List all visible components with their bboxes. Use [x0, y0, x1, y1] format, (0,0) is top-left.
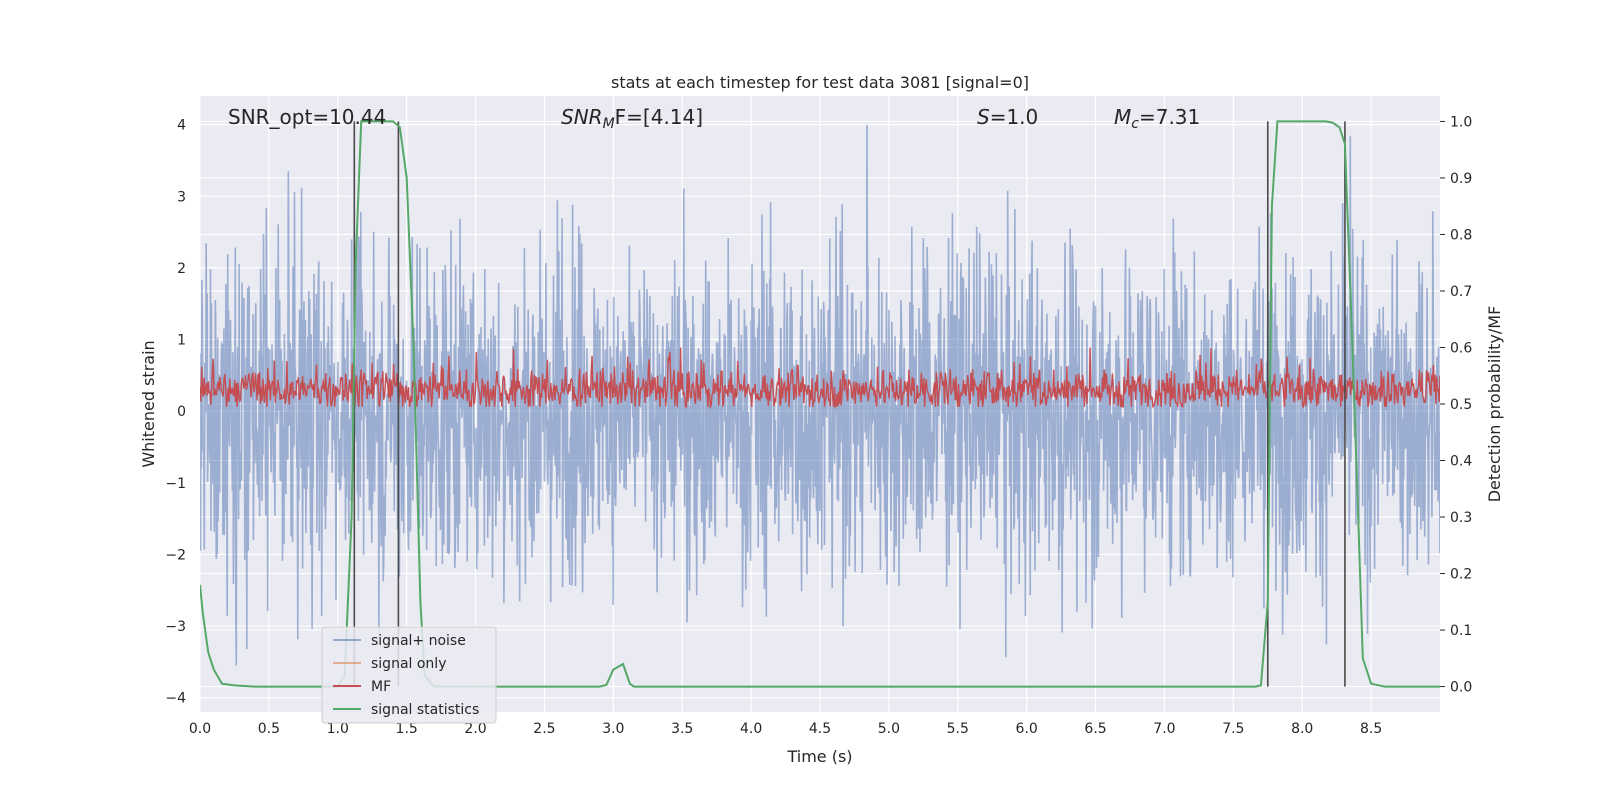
y-tick-label: −1: [165, 476, 186, 492]
y-right-tick-label: 0.2: [1450, 567, 1472, 583]
y-right-tick-label: 1.0: [1450, 114, 1472, 130]
x-tick-label: 3.0: [602, 721, 624, 737]
y-right-tick-label: 0.9: [1450, 171, 1472, 187]
y-axis-right-label: Detection probability/MF: [1485, 306, 1504, 503]
x-tick-label: 4.0: [740, 721, 762, 737]
x-tick-label: 6.0: [1016, 721, 1038, 737]
y-right-tick-label: 0.6: [1450, 340, 1472, 356]
x-tick-label: 7.0: [1153, 721, 1175, 737]
x-tick-label: 0.0: [189, 721, 211, 737]
x-tick-label: 1.0: [327, 721, 349, 737]
y-tick-label: −4: [165, 691, 186, 707]
y-tick-label: 3: [177, 189, 186, 205]
y-right-tick-label: 0.0: [1450, 680, 1472, 696]
annotation-snr-opt: SNR_opt=10.44: [228, 105, 386, 129]
y-right-tick-label: 0.1: [1450, 623, 1472, 639]
y-tick-label: −3: [165, 619, 186, 635]
legend-label-signal-noise: signal+ noise: [371, 633, 466, 649]
x-tick-label: 4.5: [809, 721, 831, 737]
annotation-s: S=1.0: [977, 105, 1038, 129]
legend-box: [321, 626, 497, 724]
y-tick-label: 4: [177, 118, 186, 134]
y-right-tick-label: 0.8: [1450, 227, 1472, 243]
series-mf: [200, 347, 1440, 410]
x-tick-label: 3.5: [671, 721, 693, 737]
legend-label-mf: MF: [371, 679, 391, 695]
x-axis-ticks: 0.0 0.5 1.0 1.5 2.0 2.5 3.0 3.5 4.0 4.5 5.0 5.5 6.0 6…: [189, 721, 1382, 737]
y-right-tick-label: 0.4: [1450, 454, 1472, 470]
x-tick-label: 5.5: [947, 721, 969, 737]
annotation-snr-mf: SNRMF=[4.14]: [561, 105, 703, 132]
y-right-tick-label: 0.5: [1450, 397, 1472, 413]
y-right-tick-label: 0.7: [1450, 284, 1472, 300]
y-axis-ticks: 4 3 2 1 0 −1 −2 −3 −4: [165, 118, 186, 707]
x-tick-label: 0.5: [258, 721, 280, 737]
x-tick-label: 2.5: [533, 721, 555, 737]
y-tick-label: 1: [177, 333, 186, 349]
x-tick-label: 8.5: [1360, 721, 1382, 737]
y-tick-label: 2: [177, 261, 186, 277]
x-tick-label: 6.5: [1084, 721, 1106, 737]
y-tick-label: 0: [177, 404, 186, 420]
y-tick-label: −2: [165, 547, 186, 563]
y-axis-label: Whitened strain: [139, 340, 158, 467]
legend-label-signal-statistics: signal statistics: [371, 702, 479, 718]
legend: signal+ noise signal only MF signal stat…: [321, 626, 497, 724]
y-right-tick-label: 0.3: [1450, 510, 1472, 526]
annotation-mc: Mc=7.31: [1114, 105, 1200, 132]
x-tick-label: 8.0: [1291, 721, 1313, 737]
mf-line: [200, 347, 1440, 410]
x-tick-label: 5.0: [878, 721, 900, 737]
legend-label-signal-only: signal only: [371, 656, 446, 672]
chart-title: stats at each timestep for test data 308…: [611, 73, 1029, 92]
y-axis-right-ticks: 1.0 0.9 0.8 0.7 0.6 0.5 0.4 0.3 0.2 0.1 0.0: [1440, 114, 1472, 696]
x-tick-label: 2.0: [464, 721, 486, 737]
x-axis-label: Time (s): [786, 747, 852, 766]
x-tick-label: 7.5: [1222, 721, 1244, 737]
x-tick-label: 1.5: [396, 721, 418, 737]
